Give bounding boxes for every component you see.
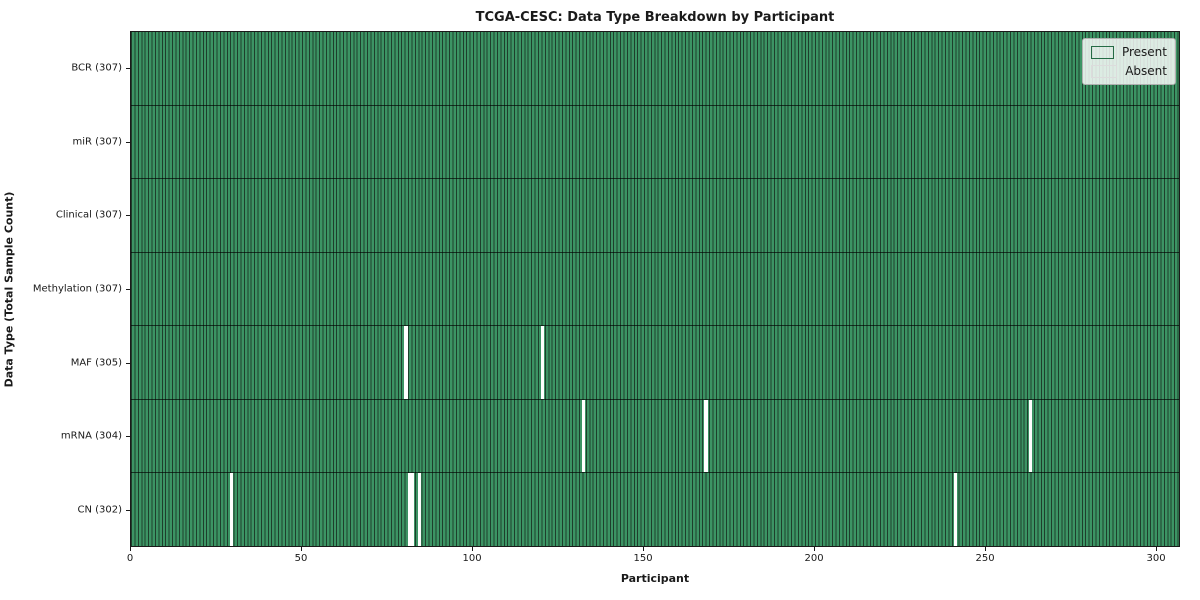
absent-stripe xyxy=(410,473,415,547)
absent-swatch-icon xyxy=(1091,64,1118,78)
x-tick-mark xyxy=(985,547,986,551)
absent-stripe xyxy=(229,473,234,547)
absent-stripe xyxy=(704,399,708,473)
x-tick-label: 100 xyxy=(462,553,482,564)
x-tick-mark xyxy=(130,547,131,551)
heatmap-row-BCR xyxy=(131,32,1179,106)
legend-entry-present: Present xyxy=(1091,45,1167,59)
y-tick-mark xyxy=(126,215,130,216)
x-tick-label: 300 xyxy=(1146,553,1166,564)
absent-stripe xyxy=(404,326,408,399)
y-tick-mark xyxy=(126,142,130,143)
y-tick-mark xyxy=(126,68,130,69)
x-tick-mark xyxy=(814,547,815,551)
heatmap-row-miR xyxy=(131,105,1179,180)
x-tick-label: 200 xyxy=(804,553,824,564)
x-tick-mark xyxy=(301,547,302,551)
x-tick-mark xyxy=(643,547,644,551)
heatmap-row-mRNA xyxy=(131,399,1179,474)
legend: Present Absent xyxy=(1082,38,1176,85)
absent-stripe xyxy=(540,326,545,399)
x-tick-label: 0 xyxy=(126,553,134,564)
absent-stripe xyxy=(1028,399,1033,473)
heatmap-row-Methylation xyxy=(131,252,1179,327)
y-tick-label: Methylation (307) xyxy=(32,283,122,295)
y-tick-label: BCR (307) xyxy=(71,62,122,74)
heatmap-row-CN xyxy=(131,473,1179,547)
absent-stripe xyxy=(407,473,411,547)
absent-stripe xyxy=(953,473,958,547)
y-tick-mark xyxy=(126,289,130,290)
y-tick-label: CN (302) xyxy=(77,504,122,516)
absent-stripe xyxy=(581,399,585,473)
heatmap-row-Clinical xyxy=(131,179,1179,253)
x-tick-mark xyxy=(1156,547,1157,551)
y-tick-label: mRNA (304) xyxy=(60,430,122,442)
y-tick-label: Clinical (307) xyxy=(55,209,122,221)
y-tick-mark xyxy=(126,436,130,437)
x-axis-title: Participant xyxy=(620,572,690,585)
plot-area xyxy=(130,31,1180,547)
x-tick-label: 50 xyxy=(294,553,308,564)
legend-entry-absent: Absent xyxy=(1091,64,1167,78)
chart-title: TCGA-CESC: Data Type Breakdown by Partic… xyxy=(475,10,835,25)
y-tick-label: miR (307) xyxy=(72,136,122,148)
absent-stripe xyxy=(417,473,422,547)
y-tick-label: MAF (305) xyxy=(70,357,122,369)
y-tick-mark xyxy=(126,510,130,511)
legend-label-present: Present xyxy=(1121,45,1167,59)
x-tick-label: 150 xyxy=(633,553,653,564)
heatmap-row-MAF xyxy=(131,326,1179,400)
x-tick-mark xyxy=(472,547,473,551)
y-tick-mark xyxy=(126,363,130,364)
legend-label-absent: Absent xyxy=(1125,64,1167,78)
x-tick-label: 250 xyxy=(975,553,995,564)
present-swatch-icon xyxy=(1091,45,1114,59)
